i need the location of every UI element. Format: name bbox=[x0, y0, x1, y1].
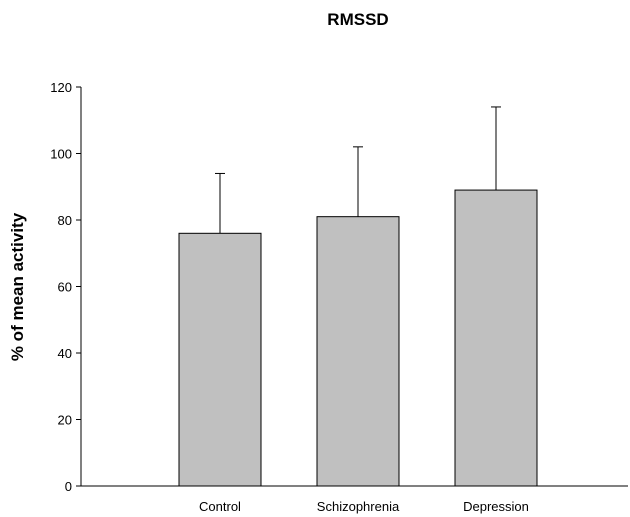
y-tick-label: 60 bbox=[58, 280, 72, 295]
plot-area: 0 20 40 60 80 100 120 Control Schizophrenia Depre… bbox=[50, 80, 538, 514]
y-tick-label: 20 bbox=[58, 413, 72, 428]
x-category-label: Depression bbox=[463, 499, 529, 514]
bar-depression bbox=[454, 189, 538, 487]
bar-control bbox=[178, 232, 262, 487]
x-category-label: Control bbox=[199, 499, 241, 514]
y-tick-label: 100 bbox=[50, 147, 72, 162]
bar-schizophrenia bbox=[316, 216, 400, 487]
chart-title: RMSSD bbox=[327, 10, 388, 29]
y-tick-label: 120 bbox=[50, 80, 72, 95]
x-category-label: Schizophrenia bbox=[317, 499, 400, 514]
y-tick-label: 80 bbox=[58, 213, 72, 228]
y-tick-label: 0 bbox=[65, 479, 72, 494]
y-tick-label: 40 bbox=[58, 346, 72, 361]
y-axis-label: % of mean activity bbox=[8, 212, 27, 361]
